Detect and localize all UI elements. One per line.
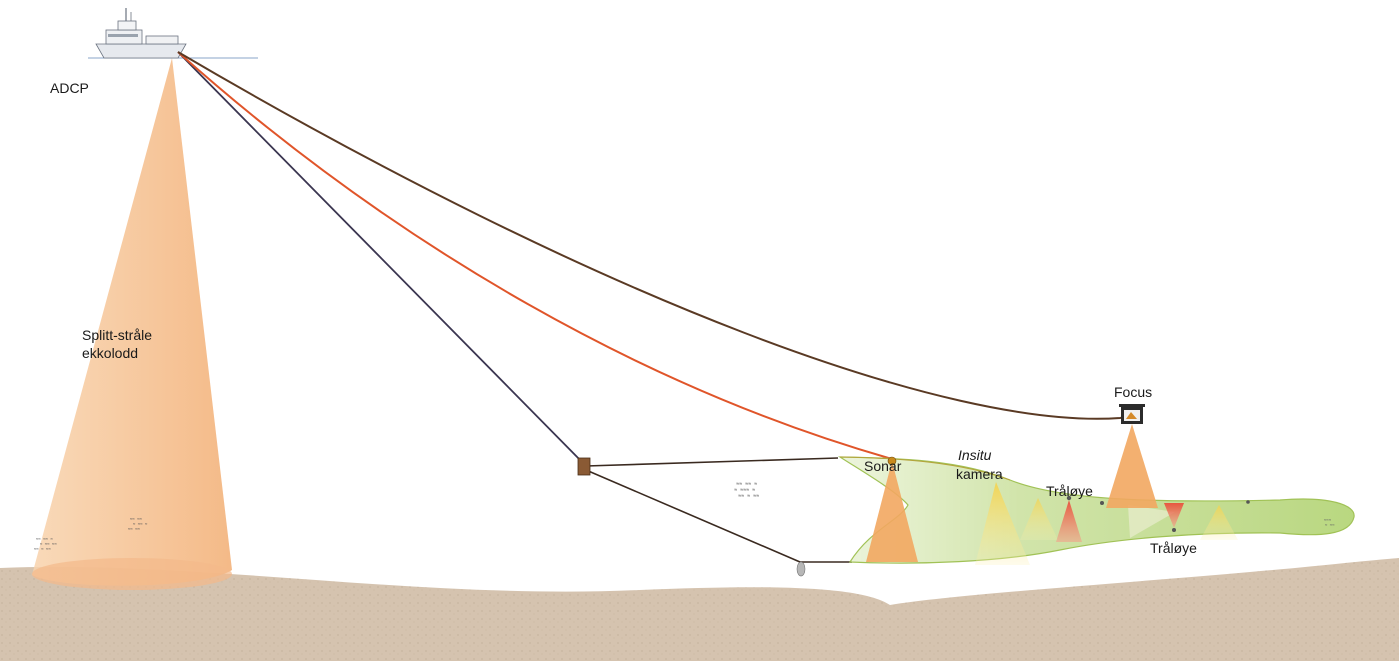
svg-text:≈≈ ≈ ≈≈: ≈≈ ≈ ≈≈	[34, 546, 51, 551]
traloye-lower-label: Tråløye	[1150, 540, 1197, 556]
cable-dark	[177, 51, 587, 467]
focus-beam	[1106, 424, 1158, 508]
svg-text:≈ ≈≈ ≈: ≈ ≈≈ ≈	[133, 521, 148, 526]
echosounder-beam-footprint	[32, 558, 232, 590]
net-float-icon	[1246, 500, 1250, 504]
traloye-sensor-icon	[1066, 495, 1072, 501]
trawl-headline	[839, 456, 1011, 481]
research-vessel-icon	[95, 8, 187, 59]
svg-text:≈ ≈≈ ≈≈: ≈ ≈≈ ≈≈	[40, 541, 57, 546]
sonar-beam	[866, 461, 918, 562]
seabed	[0, 558, 1399, 661]
traloye-sensor-icon	[1172, 528, 1176, 532]
svg-text:≈ ≈≈: ≈ ≈≈	[1325, 522, 1335, 527]
fish-school-icon: ≈≈ ≈≈ ≈≈ ≈≈≈ ≈≈≈ ≈ ≈≈	[734, 481, 759, 499]
focus-label: Focus	[1114, 384, 1153, 400]
trawl-bridles	[585, 457, 852, 563]
sonar-icon	[887, 456, 897, 466]
insitu-camera-beam	[975, 482, 1030, 565]
fish-school-icon: ≈≈ ≈≈ ≈≈ ≈≈ ≈≈≈≈ ≈ ≈≈ ≈≈ ≈≈≈ ≈≈ ≈≈≈ ≈≈	[34, 516, 148, 551]
svg-text:≈≈ ≈≈ ≈: ≈≈ ≈≈ ≈	[736, 481, 757, 487]
svg-text:≈≈≈: ≈≈≈	[1324, 517, 1332, 522]
cable-brown	[177, 51, 1135, 420]
net-float-icon	[1100, 501, 1104, 505]
trawl-door-icon	[577, 457, 591, 476]
cable-red	[177, 51, 893, 460]
echosounder-label-line1: Splitt-stråle	[82, 327, 153, 343]
svg-text:≈≈ ≈≈: ≈≈ ≈≈	[130, 516, 143, 521]
svg-text:≈≈ ≈≈: ≈≈ ≈≈	[128, 526, 141, 531]
camera-beam-rear	[1200, 505, 1238, 540]
echosounder-beam	[32, 58, 232, 586]
svg-text:≈≈ ≈ ≈≈: ≈≈ ≈ ≈≈	[738, 493, 759, 499]
traloye-beam-lower	[1164, 503, 1184, 528]
fish-school-icon: ≈≈≈≈ ≈≈	[1324, 517, 1335, 527]
trawl-clump-icon	[796, 561, 806, 577]
sonar-label: Sonar	[864, 458, 902, 474]
traloye-beam-upper	[1056, 500, 1082, 542]
adcp-label: ADCP	[50, 80, 89, 96]
echosounder-label-line2: ekkolodd	[82, 345, 139, 361]
kamera-label: kamera	[956, 466, 1003, 482]
camera-beam-secondary	[1020, 498, 1058, 540]
net-mesh-panel	[1128, 505, 1175, 538]
trawl-net	[837, 456, 1355, 564]
svg-text:≈≈ ≈≈ ≈: ≈≈ ≈≈ ≈	[36, 536, 53, 541]
focus-towed-vehicle-icon	[1119, 404, 1145, 424]
svg-text:≈ ≈≈≈ ≈: ≈ ≈≈≈ ≈	[734, 487, 755, 493]
traloye-upper-label: Tråløye	[1046, 483, 1093, 499]
insitu-label: Insitu	[958, 447, 992, 463]
